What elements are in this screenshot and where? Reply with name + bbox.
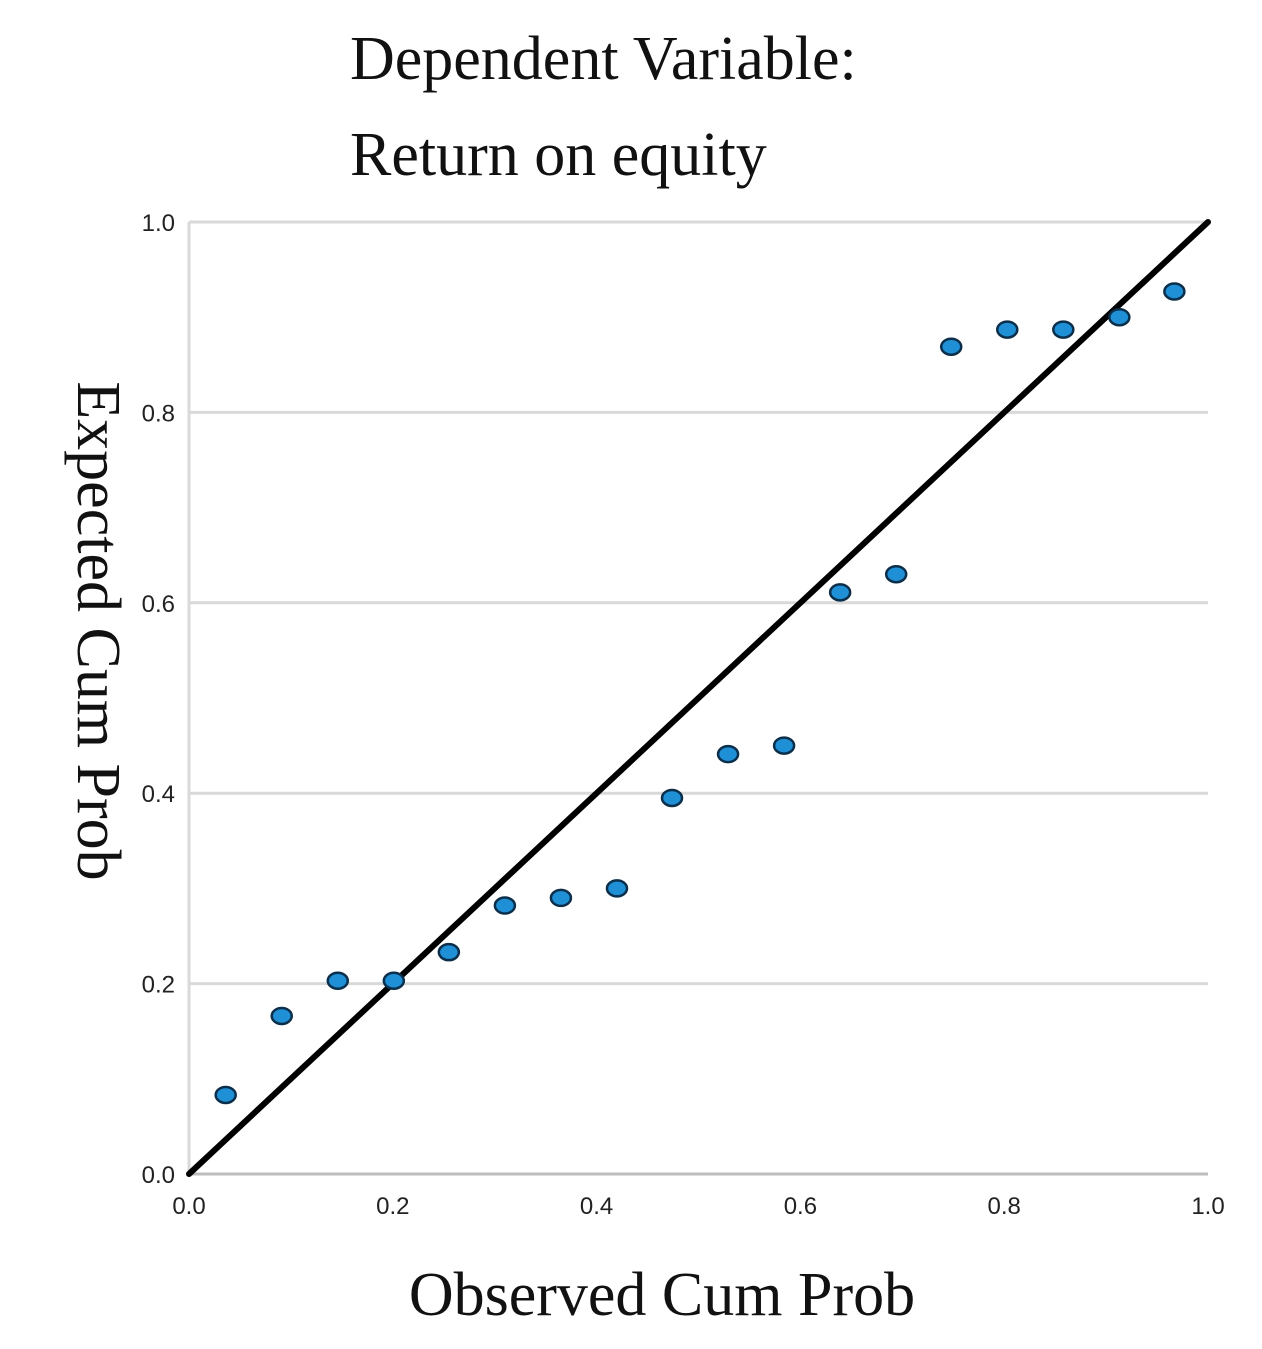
data-point [605, 879, 629, 898]
y-axis-label: Expected Cum Prob [64, 381, 132, 880]
data-point [493, 896, 517, 915]
grid-lines [189, 220, 1208, 986]
data-point [939, 337, 963, 356]
x-tick-label: 0.8 [988, 1193, 1021, 1220]
data-point [549, 888, 573, 908]
axes [187, 222, 1208, 1176]
data-point [437, 942, 461, 962]
y-tick-label: 1.0 [142, 210, 175, 237]
data-point [1108, 307, 1131, 327]
chart-subtitle: Return on equity [350, 121, 767, 189]
x-tick-label: 0.4 [580, 1193, 613, 1220]
y-tick-label: 0.0 [142, 1162, 175, 1189]
y-tick-label: 0.4 [142, 781, 175, 808]
data-point [828, 583, 852, 602]
y-tick-label: 0.2 [142, 972, 175, 999]
chart-title: Dependent Variable: [350, 25, 857, 93]
x-tick-labels: 0.0 0.2 0.4 0.6 0.8 1.0 [172, 1193, 1224, 1220]
data-point [1052, 320, 1075, 339]
data-point [996, 320, 1019, 339]
data-point [326, 971, 350, 990]
reference-line-group [186, 219, 1211, 1177]
x-tick-label: 0.2 [376, 1193, 409, 1220]
reference-line [186, 219, 1211, 1177]
x-tick-label: 0.0 [172, 1193, 205, 1220]
data-point [772, 736, 796, 755]
data-point [1163, 282, 1186, 301]
y-tick-label: 0.8 [142, 400, 175, 427]
y-tick-labels: 0.0 0.2 0.4 0.6 0.8 1.0 [142, 210, 175, 1189]
y-tick-label: 0.6 [142, 591, 175, 618]
data-point [382, 971, 406, 990]
data-points [214, 282, 1186, 1105]
data-point [884, 564, 908, 584]
x-axis-label: Observed Cum Prob [409, 1261, 915, 1329]
data-point [270, 1006, 293, 1026]
x-tick-label: 0.6 [784, 1193, 817, 1220]
data-point [660, 788, 684, 808]
x-tick-label: 1.0 [1191, 1193, 1224, 1220]
data-point [214, 1085, 237, 1105]
data-point [716, 744, 740, 764]
